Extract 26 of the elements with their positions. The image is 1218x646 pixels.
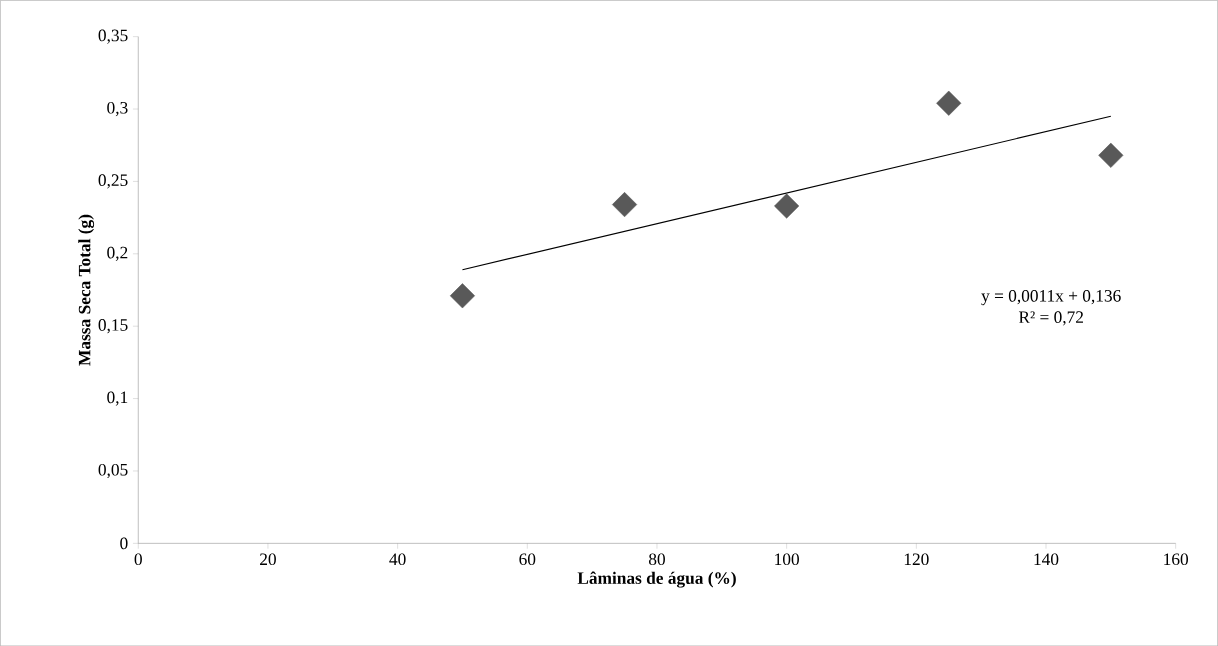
x-tick-label: 80 xyxy=(648,553,665,565)
point xyxy=(774,193,800,219)
x-tick-label: 60 xyxy=(519,553,536,565)
x-tick-label: 100 xyxy=(775,553,799,565)
y-tick-label: 0,35 xyxy=(98,29,128,44)
y-tick-label: 0,25 xyxy=(98,174,128,189)
y-tick-label: 0,1 xyxy=(107,391,128,406)
annotation: R² = 0,72 xyxy=(1018,311,1083,326)
y-tick-label: 0,3 xyxy=(107,101,128,116)
x-tick-label: 160 xyxy=(1164,553,1189,565)
x-tick-label: 40 xyxy=(389,553,406,565)
point xyxy=(1098,142,1124,168)
y-tick-label: 0 xyxy=(120,537,128,550)
y-tick-label: 0,05 xyxy=(98,463,128,478)
y-axis-title: Massa Seca Total (g) xyxy=(78,214,95,366)
point xyxy=(936,90,962,116)
y-tick-label: 0,2 xyxy=(107,246,128,261)
point xyxy=(612,191,638,217)
annotation: y = 0,0011x + 0,136 xyxy=(981,289,1121,306)
x-tick-label: 140 xyxy=(1034,553,1059,565)
x-tick-label: 0 xyxy=(134,553,142,565)
x-tick-label: 120 xyxy=(904,553,929,565)
x-tick-label: 20 xyxy=(260,553,276,565)
x-axis-title: Lâminas de água (%) xyxy=(577,571,736,588)
y-tick-label: 0,15 xyxy=(98,318,128,334)
point xyxy=(449,283,475,309)
